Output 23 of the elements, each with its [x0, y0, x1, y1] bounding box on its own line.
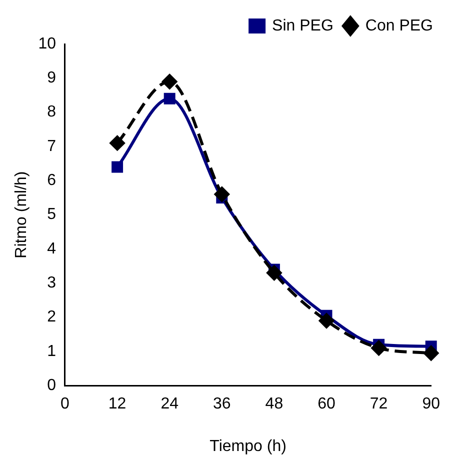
- x-tick-label: 36: [213, 396, 231, 413]
- y-tick-label: 2: [47, 308, 56, 326]
- x-tick-label: 0: [60, 396, 70, 413]
- x-tick-label: 60: [318, 396, 336, 413]
- legend-label: Sin PEG: [272, 17, 334, 34]
- y-tick-label: 3: [47, 274, 56, 292]
- y-tick-label: 0: [47, 377, 56, 394]
- y-tick-label: 10: [38, 35, 56, 52]
- x-tick-label: 12: [108, 396, 126, 413]
- y-tick-label: 6: [47, 172, 56, 190]
- legend-label: Con PEG: [365, 17, 434, 34]
- y-tick-label: 7: [47, 138, 56, 155]
- y-tick-label: 4: [47, 240, 56, 258]
- y-tick-label: 8: [47, 104, 56, 121]
- x-tick-label: 90: [422, 396, 440, 413]
- x-tick-label: 48: [265, 396, 284, 413]
- x-axis-title: Tiempo (h): [210, 438, 286, 455]
- x-tick-label: 24: [160, 396, 179, 413]
- y-tick-label: 1: [47, 342, 56, 360]
- x-tick-label: 72: [370, 396, 388, 413]
- y-axis-title: Ritmo (ml/h): [13, 171, 30, 258]
- y-tick-label: 9: [47, 70, 56, 87]
- y-tick-label: 5: [47, 206, 56, 224]
